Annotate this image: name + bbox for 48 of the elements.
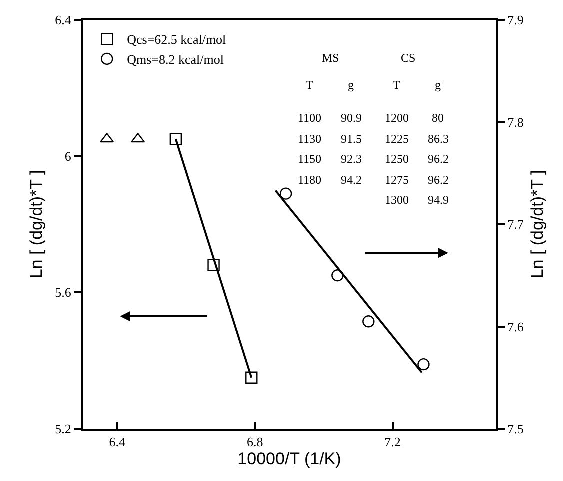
y2-tick-label: 7.6 — [508, 319, 524, 334]
y-tick-label: 6 — [64, 148, 72, 164]
y2-axis-title: Ln [ (dg/dt)*T ] — [528, 170, 548, 279]
y-tick-label: 6.4 — [55, 12, 72, 28]
annotation: T — [393, 78, 401, 92]
annotation: 80 — [432, 111, 444, 125]
annotation: 1275 — [385, 173, 409, 187]
y2-tick-label: 7.9 — [508, 12, 524, 28]
annotation: 1100 — [298, 111, 322, 125]
annotation: 91.5 — [341, 132, 362, 146]
annotation: 1300 — [385, 193, 409, 207]
annotation: 1200 — [385, 111, 409, 125]
annotation: 1130 — [298, 132, 322, 146]
annotation: 86.3 — [428, 132, 449, 146]
point — [246, 372, 258, 384]
annotation: 1225 — [385, 132, 409, 146]
y2-tick-label: 7.7 — [508, 217, 524, 232]
annotation: 96.2 — [428, 152, 449, 166]
y2-tick-label: 7.5 — [508, 422, 524, 437]
annotation: T — [306, 78, 314, 92]
annotation: 94.2 — [341, 173, 362, 187]
x-axis-title: 10000/T (1/K) — [238, 450, 342, 469]
annotation: g — [435, 78, 441, 92]
point — [170, 133, 182, 146]
y-tick-label: 5.6 — [55, 285, 72, 300]
annotation: 96.2 — [428, 173, 449, 187]
y-axis-title: Ln [ (dg/dt)*T ] — [27, 170, 46, 279]
annotation: g — [348, 78, 354, 92]
annotation: 1250 — [385, 152, 409, 166]
point — [362, 316, 375, 328]
annotation: 92.3 — [341, 152, 362, 166]
x-tick-label: 7.2 — [384, 434, 401, 450]
point — [332, 270, 344, 282]
annotation: 94.9 — [428, 193, 449, 207]
annotation: MS — [322, 51, 340, 65]
annotation: 1180 — [298, 173, 322, 187]
x-tick-label: 6.4 — [109, 434, 126, 450]
x-tick-label: 6.8 — [246, 434, 264, 450]
y-tick-label: 5.2 — [55, 422, 72, 437]
legend-label: Qcs=62.5 kcal/mol — [127, 32, 227, 48]
legend-label: Qms=8.2 kcal/mol — [127, 52, 224, 68]
y2-tick-label: 7.8 — [508, 114, 524, 130]
point — [280, 188, 292, 200]
point — [208, 259, 220, 272]
annotation: 1150 — [298, 152, 322, 166]
annotation: CS — [401, 51, 416, 65]
point — [418, 358, 430, 371]
annotation: 90.9 — [341, 111, 362, 125]
